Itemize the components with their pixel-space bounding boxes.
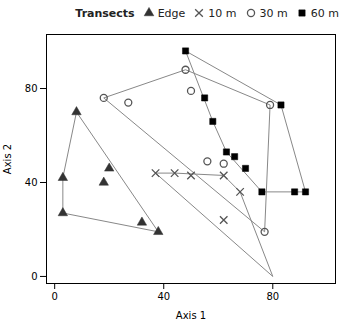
svg-text:Axis 1: Axis 1	[176, 310, 206, 321]
html-text:30 m: 30 m	[259, 6, 288, 20]
svg-text:80: 80	[25, 83, 38, 94]
html-text:60 m: 60 m	[310, 6, 339, 20]
svg-text:0: 0	[31, 271, 37, 282]
html-text:Edge: Edge	[157, 6, 186, 20]
html-text:Transects: Transects	[75, 6, 135, 20]
svg-text:Axis 2: Axis 2	[2, 144, 13, 174]
svg-text:80: 80	[266, 291, 279, 302]
svg-text:0: 0	[51, 291, 57, 302]
svg-text:40: 40	[25, 177, 38, 188]
html-text:10 m: 10 m	[208, 6, 237, 20]
svg-text:40: 40	[157, 291, 170, 302]
